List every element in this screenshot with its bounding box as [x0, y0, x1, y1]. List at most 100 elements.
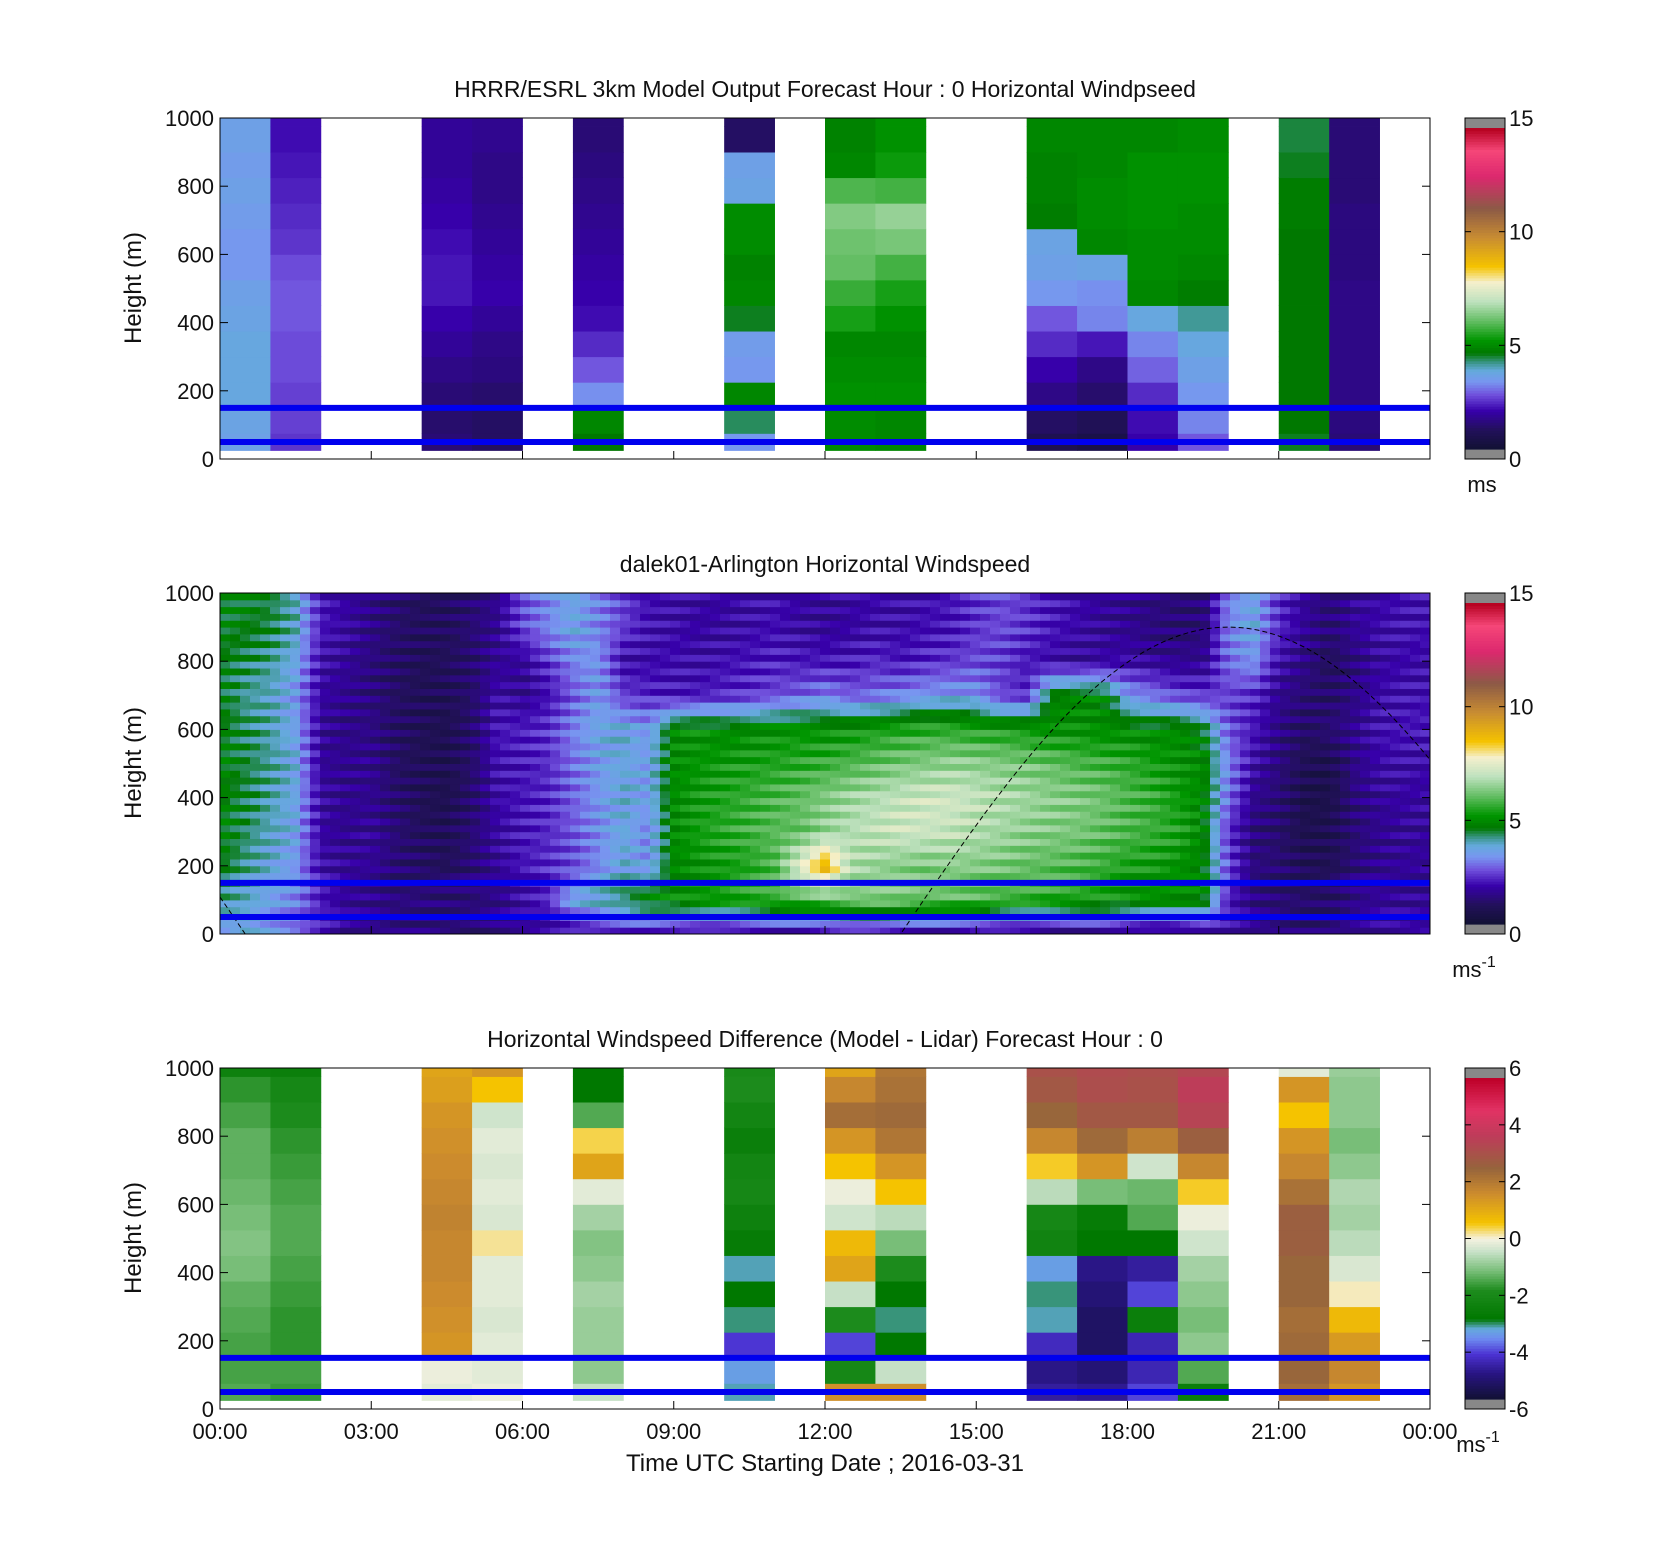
- heatmap-cell: [610, 688, 621, 696]
- heatmap-cell: [280, 647, 291, 655]
- heatmap-cell: [820, 674, 831, 683]
- heatmap-cell: [572, 177, 624, 204]
- heatmap-cell: [1000, 661, 1011, 669]
- heatmap-cell: [1140, 845, 1151, 853]
- heatmap-cell: [720, 749, 731, 758]
- heatmap-cell: [1050, 627, 1061, 635]
- heatmap-cell: [300, 790, 311, 799]
- heatmap-cell: [620, 606, 631, 614]
- heatmap-cell: [980, 736, 991, 744]
- heatmap-cell: [740, 804, 751, 812]
- heatmap-cell: [370, 749, 381, 758]
- heatmap-cell: [825, 118, 876, 127]
- heatmap-cell: [1130, 654, 1141, 662]
- heatmap-cell: [830, 627, 841, 635]
- heatmap-cell: [1077, 228, 1128, 255]
- heatmap-cell: [470, 743, 481, 751]
- heatmap-cell: [1000, 790, 1011, 799]
- heatmap-cell: [270, 279, 322, 306]
- heatmap-cell: [330, 756, 341, 764]
- heatmap-cell: [810, 831, 821, 840]
- heatmap-cell: [620, 613, 631, 621]
- heatmap-cell: [600, 852, 611, 860]
- heatmap-cell: [710, 627, 721, 635]
- heatmap-cell: [740, 722, 751, 730]
- heatmap-cell: [630, 831, 641, 840]
- heatmap-cell: [720, 920, 731, 928]
- heatmap-cell: [680, 620, 691, 628]
- heatmap-cell: [770, 886, 781, 894]
- heatmap-cell: [230, 838, 241, 846]
- heatmap-cell: [420, 777, 431, 785]
- heatmap-cell: [950, 661, 961, 669]
- heatmap-cell: [990, 893, 1001, 901]
- heatmap-cell: [780, 613, 791, 621]
- heatmap-cell: [724, 407, 775, 434]
- heatmap-cell: [720, 824, 731, 833]
- heatmap-cell: [710, 613, 721, 621]
- heatmap-cell: [610, 722, 621, 730]
- heatmap-cell: [330, 906, 341, 915]
- heatmap-cell: [510, 790, 521, 799]
- heatmap-cell: [500, 893, 511, 901]
- heatmap-cell: [1140, 770, 1151, 778]
- heatmap-cell: [920, 770, 931, 778]
- heatmap-cell: [740, 647, 751, 655]
- heatmap-cell: [1090, 831, 1101, 840]
- heatmap-cell: [780, 606, 791, 614]
- heatmap-cell: [400, 899, 411, 908]
- heatmap-cell: [410, 661, 421, 669]
- heatmap-cell: [250, 886, 261, 894]
- heatmap-cell: [370, 743, 381, 751]
- heatmap-cell: [810, 640, 821, 649]
- heatmap-cell: [840, 763, 851, 771]
- heatmap-cell: [270, 886, 281, 894]
- heatmap-cell: [950, 906, 961, 915]
- heatmap-cell: [940, 845, 951, 853]
- heatmap-cell: [1090, 633, 1101, 642]
- heatmap-cell: [820, 729, 831, 737]
- heatmap-cell: [660, 620, 671, 628]
- panel-model-reference-lines: [220, 404, 1430, 445]
- heatmap-cell: [620, 708, 631, 717]
- heatmap-cell: [650, 831, 661, 840]
- heatmap-cell: [970, 899, 981, 908]
- heatmap-cell: [1100, 818, 1111, 826]
- heatmap-cell: [610, 702, 621, 710]
- heatmap-cell: [460, 715, 471, 724]
- heatmap-cell: [1050, 715, 1061, 724]
- heatmap-cell: [480, 886, 491, 894]
- heatmap-cell: [600, 906, 611, 915]
- heatmap-cell: [910, 831, 921, 840]
- heatmap-cell: [680, 865, 691, 874]
- heatmap-cell: [460, 695, 471, 703]
- heatmap-cell: [300, 681, 311, 689]
- heatmap-cell: [530, 620, 541, 628]
- heatmap-cell: [1177, 305, 1229, 332]
- heatmap-cell: [840, 811, 851, 819]
- heatmap-cell: [1050, 811, 1061, 819]
- heatmap-cell: [1070, 838, 1081, 846]
- heatmap-cell: [690, 654, 701, 662]
- heatmap-cell: [320, 777, 331, 785]
- heatmap-cell: [570, 702, 581, 710]
- heatmap-cell: [1080, 708, 1091, 717]
- heatmap-cell: [760, 756, 771, 764]
- heatmap-cell: [580, 708, 591, 717]
- heatmap-cell: [890, 804, 901, 812]
- heatmap-cell: [1278, 203, 1330, 230]
- heatmap-cell: [1090, 729, 1101, 737]
- heatmap-cell: [610, 593, 621, 601]
- heatmap-cell: [920, 627, 931, 635]
- heatmap-cell: [400, 627, 411, 635]
- heatmap-cell: [1030, 722, 1041, 730]
- heatmap-cell: [390, 599, 401, 608]
- heatmap-cell: [810, 756, 821, 764]
- heatmap-cell: [1090, 627, 1101, 635]
- heatmap-cell: [840, 593, 851, 601]
- heatmap-cell: [540, 865, 551, 874]
- heatmap-cell: [970, 661, 981, 669]
- heatmap-cell: [724, 228, 775, 255]
- heatmap-cell: [920, 715, 931, 724]
- heatmap-cell: [950, 681, 961, 689]
